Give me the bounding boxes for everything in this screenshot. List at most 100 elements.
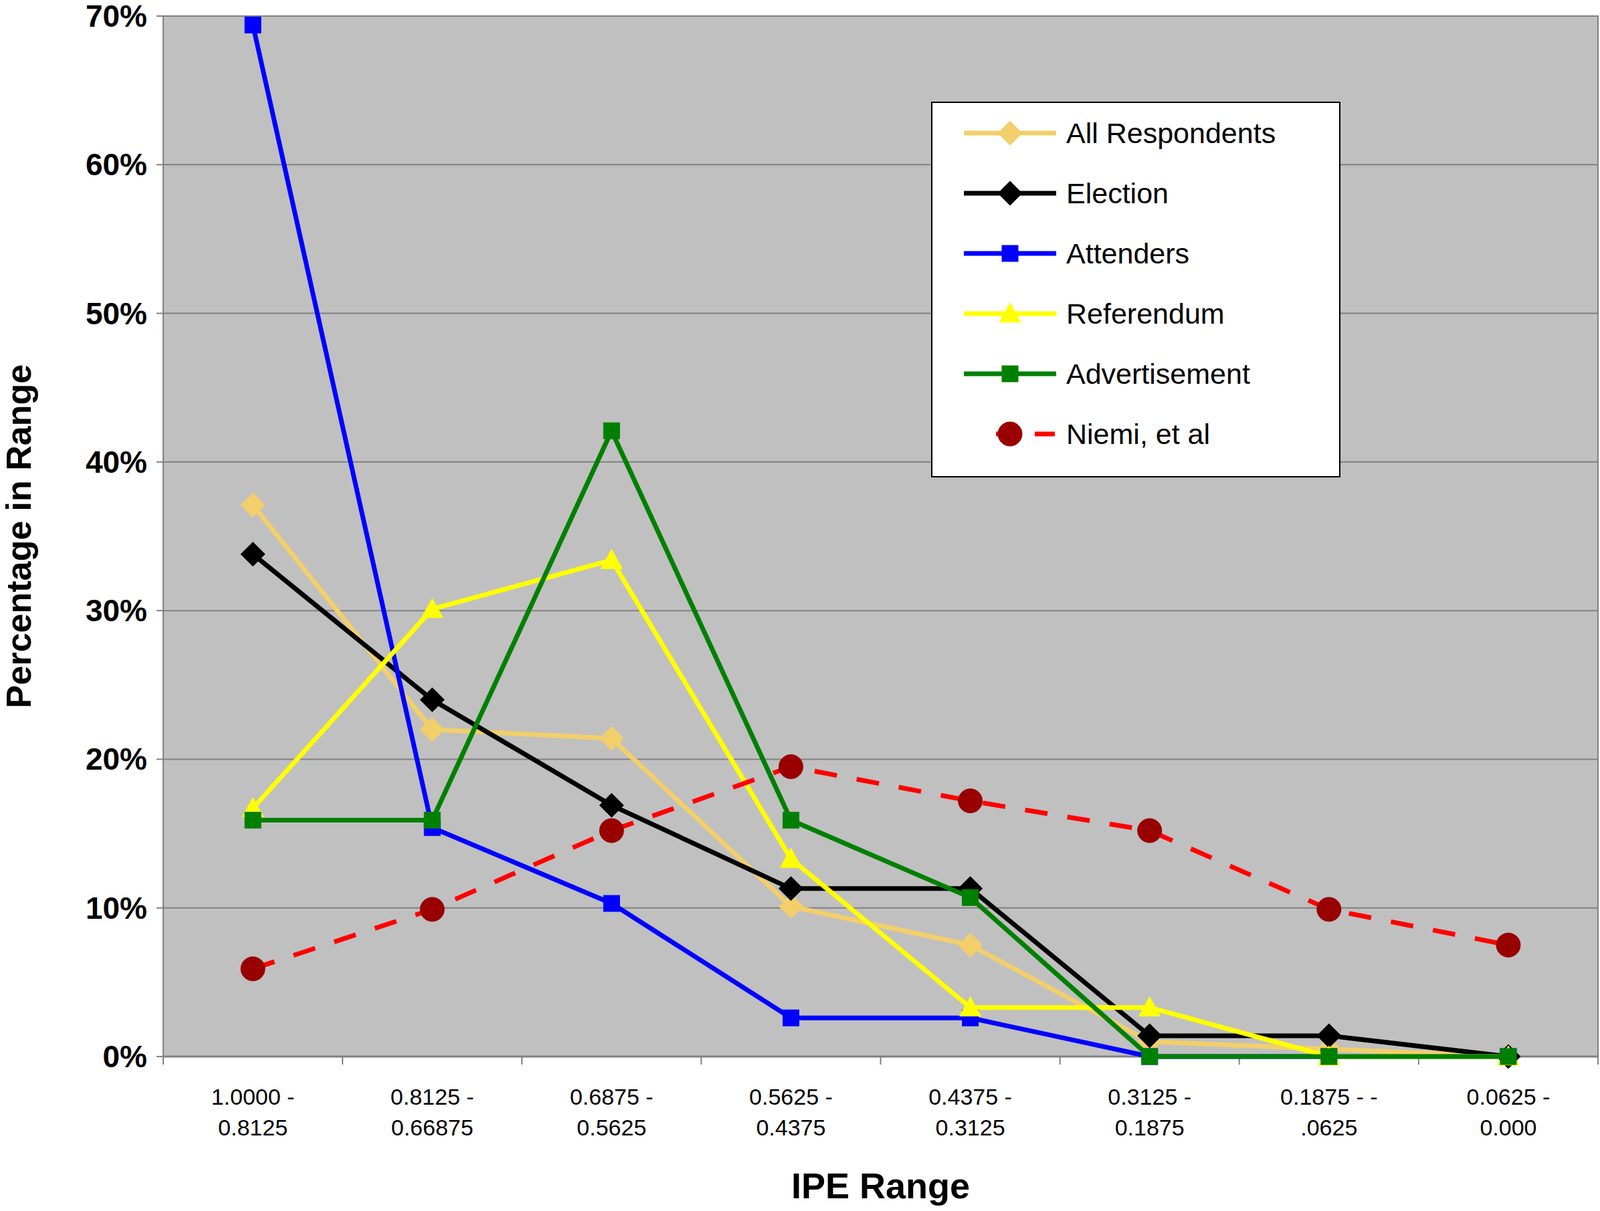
grid-line bbox=[163, 15, 1598, 17]
x-tick bbox=[880, 1056, 882, 1065]
y-axis-title: Percentage in Range bbox=[0, 364, 39, 709]
series-marker bbox=[1141, 1048, 1158, 1065]
series-marker bbox=[240, 542, 265, 567]
series-marker bbox=[958, 933, 983, 958]
series-marker bbox=[1500, 1048, 1517, 1065]
x-tick bbox=[162, 1056, 164, 1065]
x-tick-label: 0.1875 - -.0625 bbox=[1280, 1084, 1378, 1141]
grid-line bbox=[163, 313, 1598, 315]
series-line bbox=[252, 767, 1509, 970]
series-marker bbox=[1321, 1048, 1338, 1065]
x-tick-label: 0.5625 -0.4375 bbox=[749, 1084, 833, 1141]
series-marker bbox=[240, 492, 265, 518]
y-tick-label: 40% bbox=[85, 444, 148, 480]
y-tick bbox=[156, 313, 164, 315]
legend-marker bbox=[997, 422, 1023, 447]
series-marker bbox=[779, 848, 802, 868]
series-line bbox=[252, 560, 1509, 1057]
legend-label: Referendum bbox=[1066, 297, 1225, 330]
x-tick-label: 0.6875 -0.5625 bbox=[569, 1084, 654, 1141]
plot-marks bbox=[240, 16, 1521, 1069]
series-marker bbox=[420, 717, 445, 742]
y-tick-label: 70% bbox=[85, 0, 148, 34]
series bbox=[244, 16, 1517, 1065]
series-marker bbox=[1318, 1046, 1340, 1066]
series-marker bbox=[1137, 1024, 1162, 1049]
x-tick bbox=[341, 1056, 344, 1065]
series-marker bbox=[1317, 897, 1342, 922]
series-marker bbox=[959, 997, 982, 1017]
series-marker bbox=[958, 789, 983, 814]
grid-line bbox=[163, 907, 1598, 910]
y-tick-label: 0% bbox=[103, 1039, 148, 1075]
series-marker bbox=[1500, 1048, 1517, 1065]
y-tick bbox=[156, 163, 164, 166]
grid-line bbox=[163, 758, 1598, 760]
x-axis-title: IPE Range bbox=[791, 1165, 970, 1207]
series-marker bbox=[424, 812, 441, 829]
series-marker bbox=[599, 793, 624, 818]
legend-marker bbox=[999, 303, 1021, 323]
y-tick bbox=[156, 1056, 164, 1058]
series-line bbox=[252, 430, 1509, 1057]
x-tick bbox=[700, 1056, 702, 1065]
series bbox=[240, 755, 1521, 982]
series-marker bbox=[599, 726, 624, 751]
legend-marker bbox=[997, 181, 1023, 206]
chart: 0%10%20%30%40%50%60%70%1.0000 -0.81250.8… bbox=[0, 0, 1600, 1211]
x-tick-label: 0.4375 -0.3125 bbox=[928, 1084, 1013, 1141]
series-marker bbox=[1137, 818, 1162, 843]
y-tick bbox=[156, 461, 164, 463]
x-tick-label: 1.0000 -0.8125 bbox=[211, 1084, 295, 1141]
grid-line bbox=[163, 461, 1598, 463]
series-marker bbox=[240, 957, 265, 982]
legend-label: Election bbox=[1066, 177, 1169, 210]
x-tick bbox=[521, 1056, 523, 1065]
series bbox=[240, 492, 1521, 1069]
y-tick bbox=[156, 758, 164, 760]
series-marker bbox=[1497, 1046, 1520, 1066]
series-marker bbox=[1496, 933, 1521, 958]
grid-line bbox=[163, 163, 1598, 166]
series-line bbox=[252, 505, 1509, 1057]
series-marker bbox=[1317, 1024, 1342, 1049]
x-tick bbox=[1597, 1056, 1599, 1065]
y-tick bbox=[156, 610, 164, 612]
y-tick-label: 60% bbox=[85, 147, 148, 182]
grid-line bbox=[163, 610, 1598, 612]
series-marker bbox=[421, 598, 443, 619]
series-marker bbox=[782, 1010, 799, 1027]
series bbox=[244, 422, 1517, 1065]
legend-label: Attenders bbox=[1066, 237, 1190, 270]
series-marker bbox=[1141, 1048, 1158, 1065]
legend-marker bbox=[997, 121, 1023, 146]
legend-marker bbox=[1002, 365, 1019, 382]
series-marker bbox=[244, 16, 261, 33]
series-marker bbox=[603, 895, 620, 912]
series-marker bbox=[782, 812, 799, 829]
series-line bbox=[252, 24, 1509, 1057]
y-tick-label: 30% bbox=[85, 593, 148, 629]
y-tick-label: 20% bbox=[85, 741, 148, 777]
series-marker bbox=[1139, 997, 1161, 1017]
legend-label: All Respondents bbox=[1066, 117, 1276, 150]
series-marker bbox=[778, 755, 803, 780]
series-marker bbox=[962, 889, 979, 906]
legend-label: Niemi, et al bbox=[1066, 418, 1211, 451]
series-marker bbox=[420, 897, 445, 922]
series-marker bbox=[599, 818, 624, 843]
series-marker bbox=[778, 876, 803, 902]
series-marker bbox=[600, 549, 623, 570]
series bbox=[242, 549, 1520, 1066]
legend-label: Advertisement bbox=[1066, 357, 1251, 390]
x-tick bbox=[1059, 1056, 1061, 1065]
x-tick-label: 0.0625 -0.000 bbox=[1466, 1084, 1551, 1141]
legend-marker bbox=[1002, 245, 1019, 262]
legend-box bbox=[931, 102, 1340, 477]
y-tick-label: 10% bbox=[85, 890, 148, 926]
legend: All Respondents Election Attenders Referend… bbox=[931, 102, 1340, 477]
plot-area bbox=[163, 16, 1598, 1057]
x-tick-label: 0.8125 -0.66875 bbox=[390, 1084, 475, 1141]
y-tick bbox=[156, 907, 164, 910]
y-tick bbox=[156, 15, 164, 17]
